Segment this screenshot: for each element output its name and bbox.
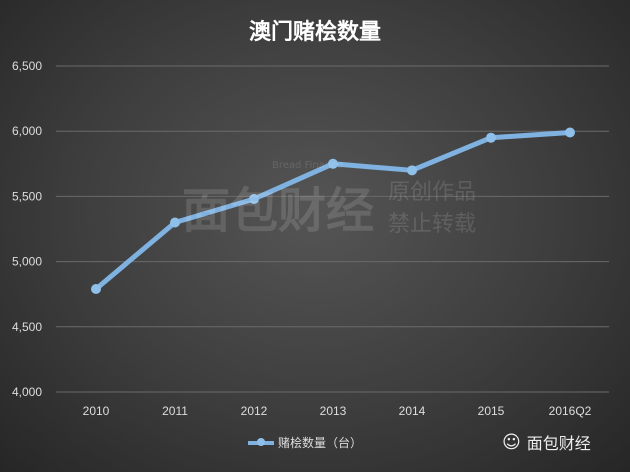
legend: 赌桧数量（台）: [248, 434, 362, 451]
data-point: [91, 283, 101, 294]
y-tick-label: 5,500: [12, 189, 42, 203]
data-point: [565, 127, 575, 138]
x-tick-label: 2013: [320, 404, 347, 418]
y-tick-label: 6,500: [12, 59, 42, 73]
watermark-line1: 原创作品: [388, 180, 477, 205]
data-point: [249, 194, 259, 205]
data-point: [328, 158, 338, 169]
brand: ☺ 面包财经: [502, 430, 591, 454]
x-tick-label: 2016Q2: [549, 404, 592, 418]
x-tick-label: 2010: [83, 404, 110, 418]
legend-swatch: [248, 437, 274, 446]
data-point: [170, 217, 180, 228]
chart-title: 澳门赌桧数量: [248, 19, 381, 45]
y-tick-label: 4,000: [12, 385, 42, 399]
legend-label: 赌桧数量（台）: [278, 436, 363, 450]
y-tick-label: 5,000: [12, 255, 42, 269]
y-tick-label: 6,000: [12, 124, 42, 138]
x-tick-label: 2014: [399, 404, 426, 418]
x-tick-label: 2015: [478, 404, 505, 418]
watermark-logo: 面包财经: [182, 183, 375, 239]
wechat-icon: ☺: [502, 431, 521, 453]
data-point: [486, 132, 496, 143]
watermark: Bread Finance 面包财经 原创作品 禁止转载: [182, 160, 476, 241]
brand-label: 面包财经: [526, 434, 591, 453]
x-tick-label: 2012: [241, 404, 268, 418]
watermark-line2: 禁止转载: [388, 212, 477, 237]
x-tick-label: 2011: [162, 404, 188, 418]
data-point: [407, 165, 417, 176]
watermark-en: Bread Finance: [272, 160, 343, 171]
y-tick-label: 4,500: [12, 320, 42, 334]
